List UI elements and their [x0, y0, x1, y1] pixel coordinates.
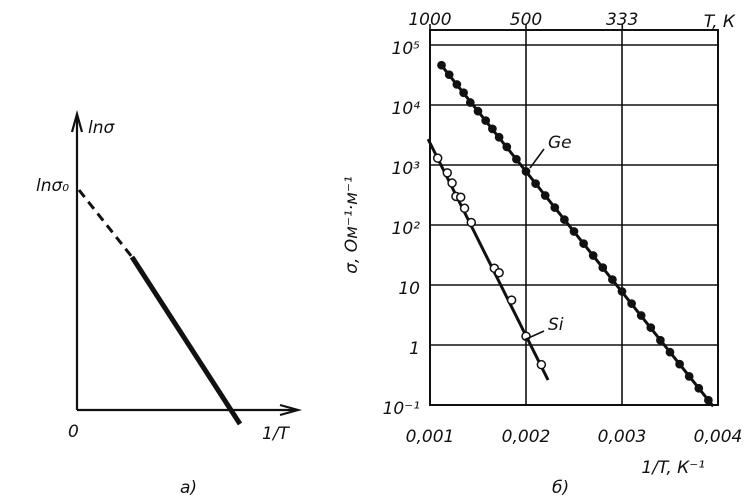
data-point — [656, 335, 665, 345]
y-axis-arrow — [70, 109, 84, 133]
intercept-label: lnσ₀ — [36, 176, 69, 196]
data-point — [598, 263, 608, 272]
x-axis-label: 1/T — [262, 424, 291, 444]
y-tick-label: 10 — [398, 279, 420, 299]
data-point — [704, 395, 713, 405]
data-point — [488, 124, 497, 134]
data-point — [494, 132, 504, 142]
x-axis-label: 1/T, К⁻¹ — [641, 458, 705, 478]
data-point — [502, 142, 512, 152]
data-point — [466, 217, 477, 228]
data-point — [444, 70, 454, 80]
y-tick-label: 10³ — [392, 159, 421, 179]
data-point — [512, 154, 521, 164]
data-point — [521, 167, 531, 176]
top-tick-label: 500 — [510, 10, 542, 30]
data-point — [437, 60, 446, 70]
data-point — [608, 275, 617, 284]
data-point — [452, 80, 462, 89]
schematic-panel: lnσ lnσ₀ 0 1/T а) — [36, 109, 303, 498]
data-point — [465, 98, 475, 107]
data-point — [455, 192, 466, 203]
plot-frame — [429, 29, 719, 406]
top-tick-label: 333 — [606, 10, 638, 30]
series-label: Ge — [548, 133, 572, 153]
y-axis-label: lnσ — [88, 118, 115, 138]
y-axis-label: σ, Ом⁻¹·м⁻¹ — [342, 176, 362, 274]
data-point — [579, 239, 588, 248]
data-point — [506, 295, 517, 305]
origin-label: 0 — [68, 422, 79, 442]
panel-label: а) — [180, 478, 197, 498]
y-tick-label: 1 — [409, 339, 420, 359]
data-point — [540, 191, 550, 200]
data-point — [617, 287, 627, 296]
data-point — [494, 268, 504, 278]
data-point — [432, 153, 443, 163]
data-point — [459, 88, 468, 98]
y-tick-label: 10² — [392, 219, 421, 239]
data-point — [447, 178, 457, 188]
data-point — [646, 323, 656, 332]
extrapolation-line — [77, 189, 134, 258]
y-tick-label: 10⁻¹ — [383, 399, 420, 419]
data-point — [473, 106, 483, 116]
x-tick-label: 0,004 — [694, 427, 743, 447]
data-point — [531, 179, 540, 188]
data-point — [684, 372, 694, 381]
x-tick-label: 0,003 — [598, 427, 647, 447]
annotation-arrow — [523, 330, 545, 341]
annotation-arrow — [529, 148, 545, 169]
conductivity-line — [129, 255, 243, 426]
data-point — [481, 116, 491, 125]
log-plot: T, К 1/T, К⁻¹ σ, Ом⁻¹·м⁻¹ б) — [342, 12, 736, 498]
data-point — [694, 383, 704, 393]
series-label: Si — [548, 315, 564, 335]
y-tick-label: 10⁵ — [392, 39, 421, 59]
data-point — [636, 311, 646, 320]
data-point — [627, 299, 636, 308]
data-point — [550, 203, 560, 212]
x-tick-label: 0,002 — [502, 427, 551, 447]
data-point — [665, 347, 675, 357]
panel-label: б) — [552, 478, 569, 498]
data-point — [442, 168, 453, 178]
x-axis-arrow — [279, 403, 303, 417]
y-tick-label: 10⁴ — [392, 99, 421, 119]
data-point — [675, 359, 684, 369]
top-axis-label: T, К — [704, 12, 736, 32]
top-tick-label: 1000 — [408, 10, 451, 30]
x-tick-label: 0,001 — [406, 427, 455, 447]
data-point — [536, 359, 547, 370]
data-point — [588, 251, 598, 260]
data-point — [560, 215, 569, 224]
data-point — [569, 227, 579, 236]
data-point — [459, 203, 470, 214]
